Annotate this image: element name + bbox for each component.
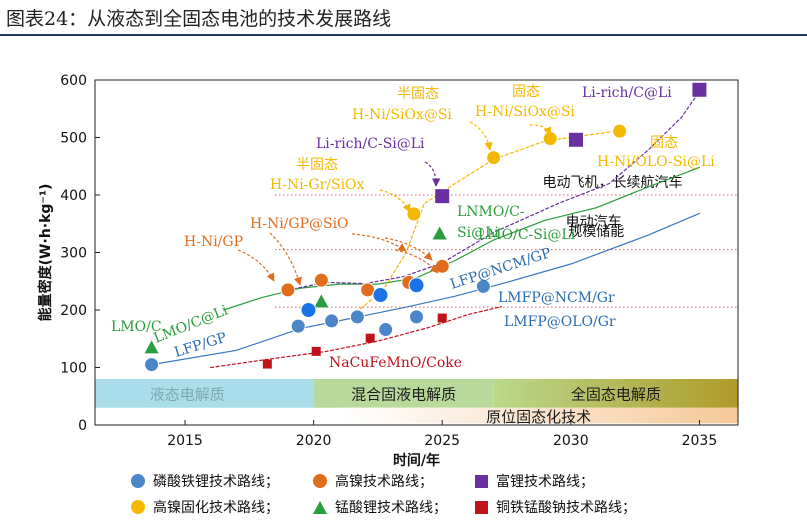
data-point-s4 — [432, 226, 447, 240]
annotation-arrow — [469, 121, 493, 151]
reference-line-label: 电动飞机，长续航汽车 — [543, 174, 683, 191]
annotation-label: 固态 — [512, 84, 540, 100]
x-tick-label: 2020 — [296, 433, 332, 449]
reference-line-label: 规模储能 — [568, 224, 624, 240]
x-tick-label: 2035 — [682, 433, 718, 449]
x-tick-label: 2030 — [553, 433, 589, 449]
data-point-s6 — [372, 287, 389, 304]
data-point-s5 — [311, 346, 321, 356]
electrolyte-band-label: 液态电解质 — [150, 385, 225, 403]
data-point-s3 — [486, 150, 502, 166]
electrolyte-band-label: 全固态电解质 — [571, 385, 661, 403]
annotation-label: 半固态 — [397, 86, 439, 102]
in-situ-band — [339, 407, 738, 424]
annotation-label: H-Ni/GP@SiO — [250, 216, 349, 232]
annotation-label: Li-rich/C@Li — [582, 85, 672, 101]
annotation-label: LMO/C-Si@Li — [478, 227, 576, 243]
data-point-s1 — [280, 282, 296, 298]
annotation-label: H-Ni/SiOx@Si — [352, 107, 452, 123]
data-point-s3 — [406, 206, 422, 222]
y-tick-label: 500 — [60, 131, 87, 147]
data-point-s4 — [144, 340, 159, 354]
annotation-label: Si@Li — [457, 225, 499, 241]
x-axis-label: 时间/年 — [393, 452, 440, 469]
y-axis-label: 能量密度(W·h·kg⁻¹) — [37, 184, 54, 322]
annotation-label: 半固态 — [296, 157, 338, 173]
data-point-s3 — [542, 131, 558, 147]
in-situ-band-label: 原位固态化技术 — [486, 408, 591, 426]
annotation-arrow — [384, 237, 433, 261]
y-tick-label: 400 — [60, 188, 87, 204]
electrolyte-band — [95, 379, 314, 408]
trend-line-rich — [287, 90, 700, 291]
data-point-s0 — [324, 313, 340, 329]
annotation-label: LMFP@OLO/Gr — [504, 314, 616, 330]
annotation-label: H-Ni/GP — [184, 234, 243, 250]
data-point-s0 — [475, 278, 491, 294]
x-tick-label: 2015 — [167, 433, 203, 449]
annotation-arrow — [379, 189, 411, 213]
annotation-arrow — [351, 233, 407, 252]
data-point-s0 — [409, 309, 424, 325]
data-point-s5 — [437, 313, 447, 323]
annotation-label: LFP@NCM/GP — [448, 245, 553, 293]
data-point-s6 — [300, 302, 317, 318]
x-tick-label: 2025 — [424, 433, 460, 449]
y-tick-label: 200 — [60, 303, 87, 319]
plot-frame — [94, 79, 739, 426]
annotation-arrow — [424, 161, 441, 187]
reference-line-label: 电动汽车 — [566, 214, 622, 231]
annotation-label: 固态 — [650, 135, 678, 151]
annotation-label: H-Ni/OLO-Si@Li — [597, 154, 715, 170]
electrolyte-band-label: 混合固液电解质 — [351, 385, 456, 403]
data-point-s5 — [365, 333, 375, 343]
data-point-s3 — [612, 123, 628, 139]
data-point-s4 — [314, 294, 329, 308]
annotation-label: H-Ni-Gr/SiOx — [270, 177, 365, 193]
data-point-s5 — [262, 359, 272, 369]
data-point-s0 — [144, 357, 160, 373]
y-tick-label: 0 — [78, 418, 87, 434]
data-point-s1 — [434, 258, 450, 274]
trend-line-lfp — [151, 212, 700, 366]
title-rule — [0, 34, 807, 36]
annotation-arrow — [237, 249, 275, 282]
data-point-s0 — [378, 322, 394, 338]
annotation-label: LMFP@NCM/Gr — [498, 290, 615, 306]
data-point-s0 — [290, 318, 306, 334]
y-tick-label: 300 — [60, 246, 87, 262]
annotation-arrow — [529, 124, 552, 136]
data-point-s0 — [349, 309, 365, 325]
data-point-s2 — [435, 189, 450, 204]
annotation-label: LNMO/C- — [457, 204, 525, 220]
electrolyte-band — [313, 379, 494, 408]
annotation-label: H-Ni/SiOx@Si — [475, 104, 575, 120]
data-point-s1 — [313, 272, 329, 288]
chart-title: 图表24：从液态到全固态电池的技术发展路线 — [6, 8, 392, 30]
annotation-arrow — [394, 249, 439, 274]
annotation-label: LMO/C — [111, 319, 162, 335]
data-point-s2 — [692, 82, 707, 97]
annotation-arrow — [269, 232, 302, 286]
data-point-s6 — [408, 277, 425, 294]
y-tick-label: 600 — [60, 73, 87, 89]
annotation-label: NaCuFeMnO/Coke — [329, 355, 462, 371]
y-tick-label: 100 — [60, 361, 87, 377]
data-point-s2 — [568, 132, 583, 147]
annotation-label: Li-rich/C-Si@Li — [316, 136, 425, 152]
electrolyte-band — [493, 379, 738, 408]
